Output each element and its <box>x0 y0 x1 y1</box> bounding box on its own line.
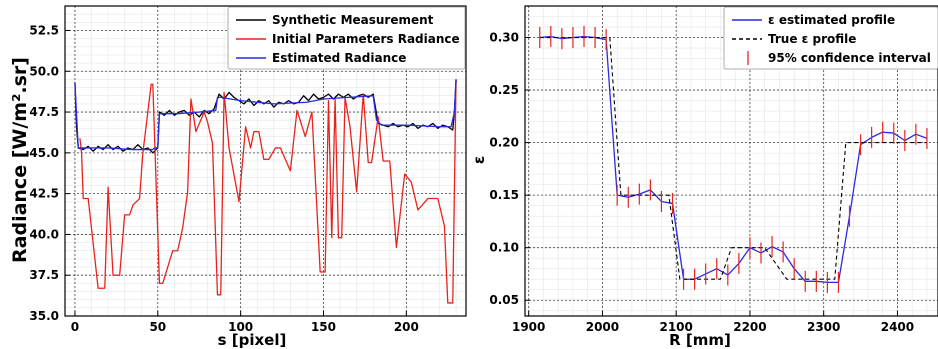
emissivity-chart-x-tick-label: 1900 <box>512 320 545 334</box>
radiance-chart-y-axis-label: Radiance [W/m².sr] <box>9 57 31 263</box>
emissivity-chart-y-tick-label: 0.20 <box>489 136 519 150</box>
radiance-chart-y-tick-label: 50.0 <box>29 64 59 78</box>
emissivity-chart-legend-box <box>723 6 938 70</box>
emissivity-chart-x-tick-label: 2000 <box>586 320 619 334</box>
emissivity-chart-series-1-line <box>539 35 928 284</box>
emissivity-chart-axes-frame <box>524 5 938 317</box>
radiance-chart-x-tick-label: 50 <box>149 320 166 334</box>
radiance-chart-x-tick-label: 100 <box>228 320 253 334</box>
radiance-chart-legend-label-1: Synthetic Measurement <box>272 13 434 27</box>
emissivity-chart-legend-label-1: ε estimated profile <box>768 13 895 27</box>
emissivity-chart-y-tick-label: 0.15 <box>489 188 519 202</box>
emissivity-chart-x-tick-label: 2200 <box>733 320 766 334</box>
emissivity-chart-x-tick-label: 2300 <box>807 320 840 334</box>
radiance-chart-y-tick-label: 47.5 <box>29 105 59 119</box>
radiance-chart-legend-box <box>227 6 466 70</box>
radiance-chart-y-tick-label: 37.5 <box>29 268 59 282</box>
radiance-chart-axes-frame <box>64 5 467 317</box>
radiance-chart-legend-label-2: Initial Parameters Radiance <box>272 32 460 46</box>
emissivity-chart-x-axis-label: R [mm] <box>669 331 731 349</box>
emissivity-chart-series-3-error-bars <box>539 25 928 293</box>
emissivity-chart-y-tick-label: 0.10 <box>489 241 519 255</box>
radiance-chart-x-axis-label: s [pixel] <box>218 331 287 349</box>
emissivity-chart-y-tick-label: 0.30 <box>489 31 519 45</box>
radiance-chart-x-tick-label: 150 <box>311 320 336 334</box>
radiance-chart-y-tick-label: 35.0 <box>29 309 59 323</box>
emissivity-chart-y-tick-label: 0.25 <box>489 83 519 97</box>
radiance-chart-series-2-line <box>79 79 457 304</box>
emissivity-chart-y-axis-label: ε <box>470 156 488 164</box>
radiance-chart-series-3-line <box>74 79 457 151</box>
emissivity-chart-legend: ε estimated profile True ε profile 95% con… <box>723 6 938 70</box>
emissivity-chart-x-tick-label: 2100 <box>659 320 692 334</box>
emissivity-chart: ε R [mm] 1900 2000 2100 2200 2300 2400 0.05 0.1… <box>470 5 938 349</box>
radiance-chart-y-tick-label: 52.5 <box>29 23 59 37</box>
emissivity-chart-legend-label-2: True ε profile <box>768 32 856 46</box>
radiance-chart-y-tick-label: 45.0 <box>29 146 59 160</box>
radiance-chart-y-tick-label: 40.0 <box>29 227 59 241</box>
radiance-chart-x-tick-label: 0 <box>71 320 79 334</box>
emissivity-chart-y-tick-label: 0.05 <box>489 293 519 307</box>
emissivity-chart-legend-label-3: 95% confidence interval <box>768 51 931 65</box>
radiance-chart-x-tick-label: 200 <box>394 320 419 334</box>
emissivity-chart-series-2-line <box>539 36 927 280</box>
radiance-chart-y-tick-label: 42.5 <box>29 187 59 201</box>
radiance-chart-legend: Synthetic Measurement Initial Parameters … <box>227 6 466 70</box>
radiance-chart: Radiance [W/m².sr] s [pixel] 0 50 100 150 20… <box>9 5 467 349</box>
emissivity-chart-x-tick-label: 2400 <box>881 320 914 334</box>
radiance-chart-legend-label-3: Estimated Radiance <box>272 51 406 65</box>
